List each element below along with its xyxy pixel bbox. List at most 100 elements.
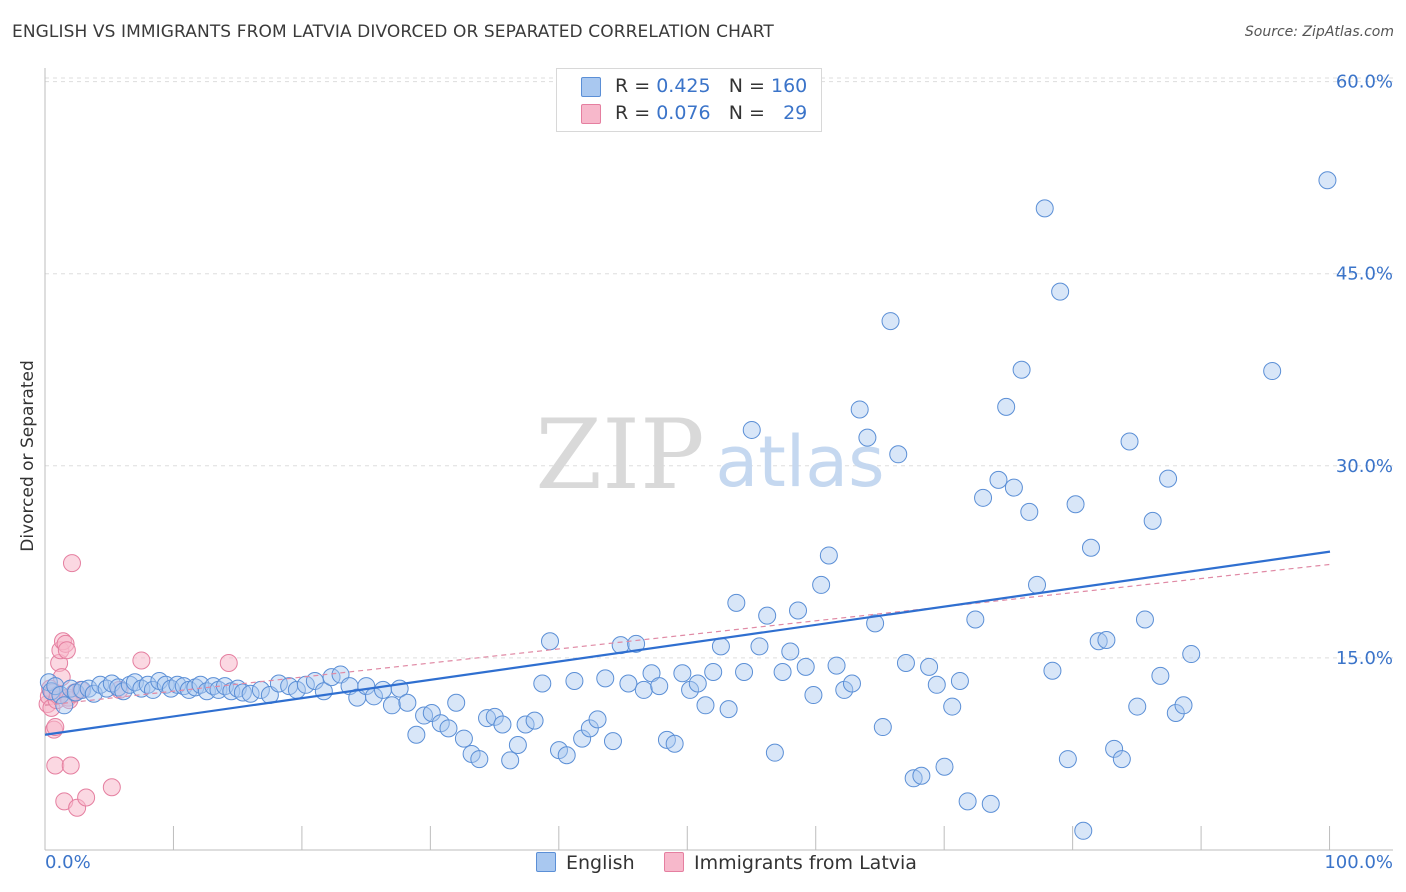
latvia-point xyxy=(102,778,121,797)
english-point xyxy=(1028,575,1047,594)
english-point xyxy=(943,697,962,716)
english-point xyxy=(619,674,638,693)
english-point xyxy=(1143,511,1162,530)
english-point xyxy=(1089,632,1108,651)
english-point xyxy=(719,700,738,719)
correlation-legend: R = 0.425 N = 160 R = 0.076 N = 29 xyxy=(556,68,822,132)
english-point xyxy=(501,751,520,770)
english-swatch xyxy=(581,77,601,97)
english-point xyxy=(1081,538,1100,557)
x-ticks xyxy=(172,826,1331,850)
y-tick-label: 30.0% xyxy=(1336,456,1393,477)
latvia-r-label: R = xyxy=(615,102,651,124)
english-point xyxy=(525,711,544,730)
bottom-latvia-swatch xyxy=(664,852,684,872)
latvia-point xyxy=(57,641,76,660)
english-point xyxy=(1012,360,1031,379)
english-r-value: 0.425 xyxy=(656,75,711,97)
latvia-n-label: N = xyxy=(728,102,765,124)
english-point xyxy=(588,710,607,729)
english-point xyxy=(981,794,1000,813)
x-tick-label-min: 0.0% xyxy=(45,852,91,873)
english-point xyxy=(873,718,892,737)
english-point xyxy=(935,757,954,776)
english-point xyxy=(447,693,466,712)
english-point xyxy=(493,715,512,734)
english-point xyxy=(727,593,746,612)
english-point xyxy=(704,662,723,681)
english-point xyxy=(186,678,205,697)
latvia-r-value: 0.076 xyxy=(656,102,711,124)
english-point xyxy=(827,656,846,675)
english-point xyxy=(269,674,288,693)
english-point xyxy=(1105,739,1124,758)
latvia-point xyxy=(62,554,81,573)
english-point xyxy=(1020,502,1039,521)
english-point xyxy=(485,707,504,726)
english-point xyxy=(422,703,441,722)
english-point xyxy=(835,680,854,699)
y-tick-label: 60.0% xyxy=(1336,72,1393,93)
y-tick-label: 45.0% xyxy=(1336,264,1393,285)
english-point xyxy=(508,735,527,754)
chart-title: ENGLISH VS IMMIGRANTS FROM LATVIA DIVORC… xyxy=(12,22,774,42)
english-point xyxy=(55,696,74,715)
english-point xyxy=(711,637,730,656)
english-point xyxy=(382,696,401,715)
english-point xyxy=(920,657,939,676)
english-point xyxy=(789,601,808,620)
watermark-zip: ZIP xyxy=(535,399,704,511)
english-point xyxy=(696,696,715,715)
english-point xyxy=(989,470,1008,489)
english-point xyxy=(688,674,707,693)
legend-english-text: R = 0.425 N = 160 xyxy=(615,75,807,97)
latvia-point xyxy=(46,718,65,737)
english-point xyxy=(557,746,576,765)
english-point xyxy=(1318,171,1337,190)
english-point xyxy=(1166,703,1185,722)
english-point xyxy=(573,729,592,748)
english-point xyxy=(407,725,426,744)
watermark-atlas: atlas xyxy=(715,421,884,503)
english-point xyxy=(533,674,552,693)
english-point xyxy=(191,675,210,694)
english-point xyxy=(478,709,497,728)
english-point xyxy=(650,677,669,696)
y-tick-labels: 15.0% 30.0% 45.0% 60.0% xyxy=(1336,72,1393,669)
english-point xyxy=(1058,750,1077,769)
axes xyxy=(44,68,1393,851)
latvia-point xyxy=(61,756,80,775)
english-point xyxy=(773,662,792,681)
english-point xyxy=(46,677,65,696)
english-point xyxy=(596,669,615,688)
english-point xyxy=(1263,362,1282,381)
english-point xyxy=(454,729,473,748)
english-r-label: R = xyxy=(615,75,651,97)
english-point xyxy=(541,632,560,651)
english-points xyxy=(39,171,1337,840)
english-point xyxy=(681,680,700,699)
english-point xyxy=(1074,821,1093,840)
english-point xyxy=(241,684,260,703)
english-point xyxy=(305,671,324,690)
english-point xyxy=(1097,630,1116,649)
english-trend-line xyxy=(44,550,1331,736)
x-tick-label-max: 100.0% xyxy=(1324,852,1393,873)
english-point xyxy=(51,686,70,705)
english-point xyxy=(927,675,946,694)
english-point xyxy=(819,546,838,565)
english-point xyxy=(1043,661,1062,680)
english-point xyxy=(1182,645,1201,664)
english-point xyxy=(138,675,157,694)
source-label: Source: ZipAtlas.com xyxy=(1244,24,1394,40)
latvia-point xyxy=(219,654,238,673)
latvia-n-value: 29 xyxy=(783,102,808,124)
english-point xyxy=(796,657,815,676)
watermark: ZIP atlas xyxy=(535,399,884,511)
bottom-latvia-label: Immigrants from Latvia xyxy=(694,852,917,874)
english-point xyxy=(1135,610,1154,629)
english-point xyxy=(842,674,861,693)
trend-lines xyxy=(44,550,1331,736)
english-point xyxy=(742,420,761,439)
